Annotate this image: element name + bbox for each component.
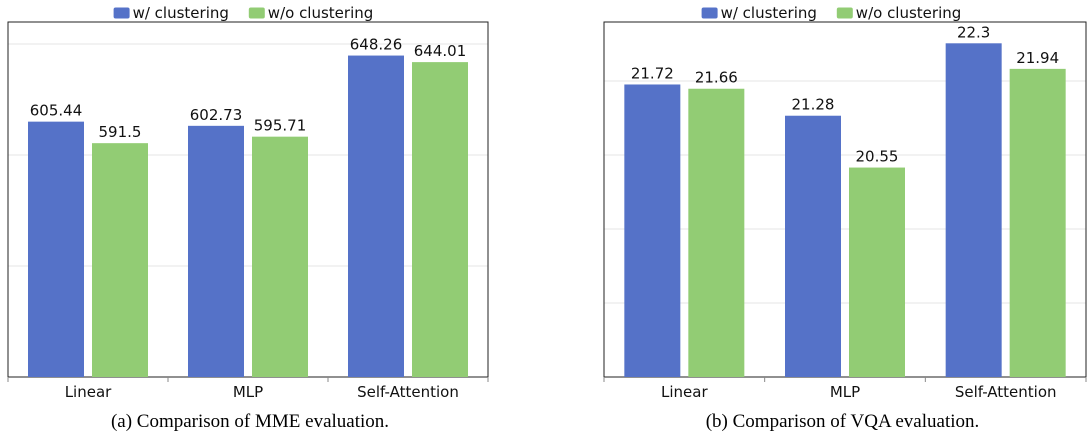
bar-with-clustering xyxy=(624,84,681,377)
caption-mme: (a) Comparison of MME evaluation. xyxy=(110,411,390,432)
data-label: 21.94 xyxy=(1016,49,1059,67)
bar-without-clustering xyxy=(252,136,308,377)
legend-label: w/ clustering xyxy=(133,4,229,22)
x-tick-label: Self-Attention xyxy=(357,383,459,401)
legend-label: w/o clustering xyxy=(856,4,961,22)
legend-label: w/ clustering xyxy=(721,4,817,22)
bar-without-clustering xyxy=(412,62,468,378)
x-tick-label: Self-Attention xyxy=(955,383,1057,401)
data-label: 648.26 xyxy=(350,36,403,54)
data-label: 644.01 xyxy=(414,42,467,60)
data-label: 595.71 xyxy=(254,117,307,135)
caption-vqa: (b) Comparison of VQA evaluation. xyxy=(705,411,980,432)
bar-without-clustering xyxy=(92,143,148,377)
data-label: 605.44 xyxy=(30,102,83,120)
chart-mme: 605.44 591.5 Linear 602.73 595.71 MLP 648.26 64… xyxy=(7,4,489,401)
chart-vqa: 21.72 21.66 Linear 21.28 20.55 MLP 22.3 21.94 Se… xyxy=(603,4,1087,401)
legend-swatch xyxy=(836,7,853,19)
data-label: 21.66 xyxy=(695,69,738,87)
data-label: 591.5 xyxy=(99,123,142,141)
data-label: 22.3 xyxy=(957,23,990,41)
bar-with-clustering xyxy=(28,121,84,377)
bar-without-clustering xyxy=(688,88,745,378)
bar-without-clustering xyxy=(1009,68,1066,378)
bar-with-clustering xyxy=(348,55,404,378)
data-label: 602.73 xyxy=(190,106,243,124)
data-label: 20.55 xyxy=(856,148,899,166)
plot-frame xyxy=(603,21,1087,378)
x-tick-label: Linear xyxy=(661,383,708,401)
plot-frame xyxy=(7,21,489,378)
legend-label: w/o clustering xyxy=(268,4,373,22)
data-label: 21.28 xyxy=(792,96,835,114)
data-label: 21.72 xyxy=(631,64,674,82)
x-tick-label: MLP xyxy=(233,383,263,401)
legend-swatch xyxy=(701,7,718,19)
bar-without-clustering xyxy=(849,167,905,377)
bar-with-clustering xyxy=(945,43,1002,378)
bar-with-clustering xyxy=(188,125,244,378)
bar-with-clustering xyxy=(785,115,841,377)
x-tick-label: MLP xyxy=(830,383,860,401)
legend-swatch xyxy=(248,7,265,19)
chart-panel-vqa: 21.72 21.66 Linear 21.28 20.55 MLP 22.3 21.94 Se… xyxy=(594,0,1091,441)
chart-panel-mme: 605.44 591.5 Linear 602.73 595.71 MLP 648.26 64… xyxy=(0,0,500,441)
x-tick-label: Linear xyxy=(65,383,112,401)
legend-swatch xyxy=(113,7,130,19)
